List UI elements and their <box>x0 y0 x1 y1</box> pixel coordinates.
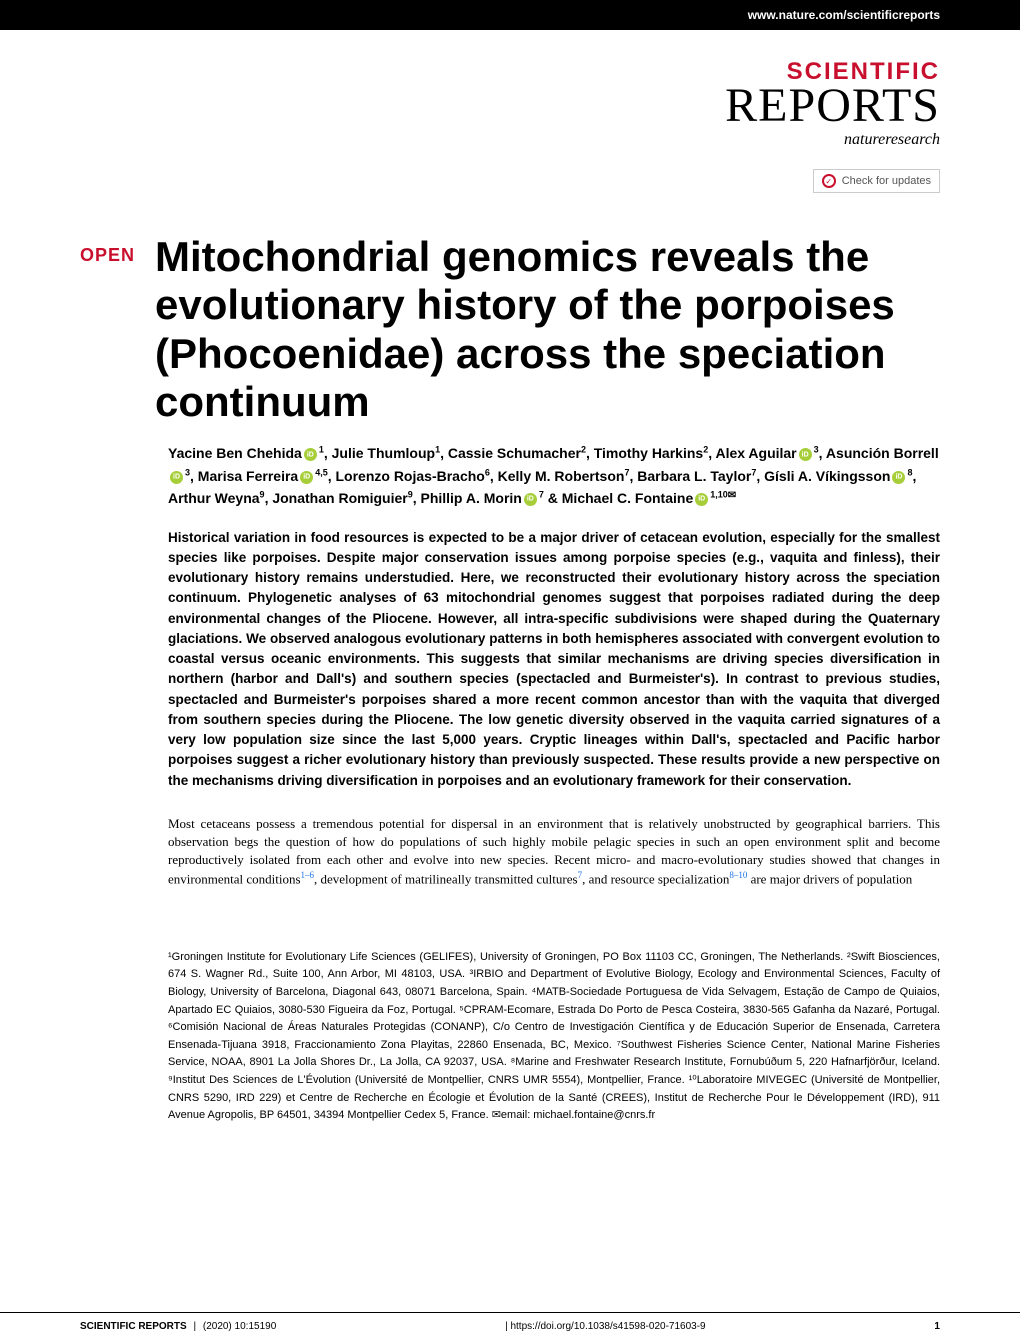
abstract: Historical variation in food resources i… <box>168 528 940 791</box>
author-list: Yacine Ben Chehida1, Julie Thumloup1, Ca… <box>168 442 940 509</box>
footer-sep: | <box>193 1321 196 1332</box>
article-title: Mitochondrial genomics reveals the evolu… <box>155 233 940 426</box>
body-paragraph: Most cetaceans possess a tremendous pote… <box>168 815 940 889</box>
title-block: OPEN Mitochondrial genomics reveals the … <box>80 233 940 426</box>
orcid-icon[interactable] <box>695 493 708 506</box>
orcid-icon[interactable] <box>170 471 183 484</box>
header: SCIENTIFIC REPORTS natureresearch ✓ Chec… <box>0 30 1020 213</box>
page-footer: SCIENTIFIC REPORTS | (2020) 10:15190 | h… <box>0 1312 1020 1340</box>
journal-logo: SCIENTIFIC REPORTS natureresearch ✓ Chec… <box>725 60 940 193</box>
affiliations: ¹Groningen Institute for Evolutionary Li… <box>168 949 940 1125</box>
body-text-span: , development of matrilineally transmitt… <box>314 872 578 887</box>
journal-line2: REPORTS <box>725 84 940 127</box>
orcid-icon[interactable] <box>300 471 313 484</box>
orcid-icon[interactable] <box>524 493 537 506</box>
footer-doi[interactable]: | https://doi.org/10.1038/s41598-020-716… <box>505 1321 706 1332</box>
orcid-icon[interactable] <box>799 448 812 461</box>
check-updates-button[interactable]: ✓ Check for updates <box>813 169 940 193</box>
journal-tagline: natureresearch <box>725 131 940 149</box>
orcid-icon[interactable] <box>304 448 317 461</box>
crossmark-icon: ✓ <box>822 174 836 188</box>
footer-left: SCIENTIFIC REPORTS | (2020) 10:15190 <box>80 1321 276 1332</box>
open-access-badge: OPEN <box>80 233 135 266</box>
body-text-span: are major drivers of population <box>747 872 912 887</box>
top-bar: www.nature.com/scientificreports <box>0 0 1020 30</box>
check-updates-label: Check for updates <box>842 175 931 187</box>
body-text-span: , and resource specialization <box>582 872 729 887</box>
citation-link[interactable]: 1–6 <box>301 870 315 880</box>
citation-link[interactable]: 8–10 <box>729 870 747 880</box>
orcid-icon[interactable] <box>892 471 905 484</box>
page-number: 1 <box>934 1321 940 1332</box>
journal-url[interactable]: www.nature.com/scientificreports <box>748 8 940 22</box>
article-content: OPEN Mitochondrial genomics reveals the … <box>0 213 1020 1165</box>
footer-journal: SCIENTIFIC REPORTS <box>80 1321 187 1332</box>
footer-citation: (2020) 10:15190 <box>203 1321 276 1332</box>
